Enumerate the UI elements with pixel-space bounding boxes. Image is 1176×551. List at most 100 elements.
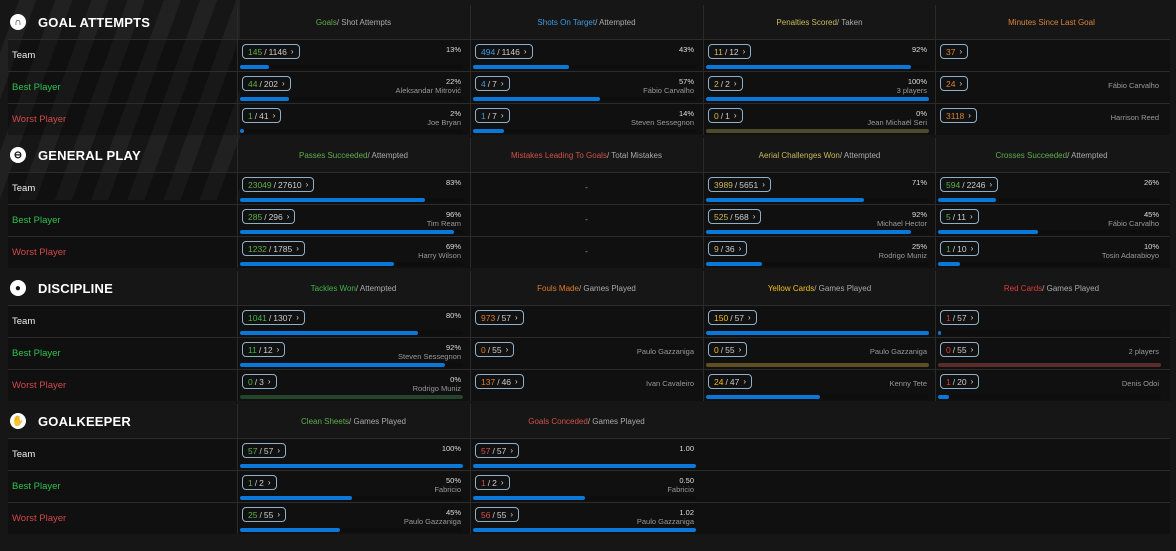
player-name[interactable]: Harrison Reed xyxy=(1110,113,1159,122)
chevron-right-icon: › xyxy=(500,478,504,487)
stat-value-button[interactable]: 1 / 2 › xyxy=(475,475,510,490)
stat-value-button[interactable]: 57 / 57 › xyxy=(475,443,519,458)
stat-value-button[interactable]: 0 / 55 › xyxy=(475,342,515,357)
player-name[interactable]: Ivan Cavaleiro xyxy=(646,379,694,388)
player-name[interactable]: Fabricio xyxy=(667,485,694,494)
stat-value-button[interactable]: 11 / 12 › xyxy=(242,342,286,357)
slash: / xyxy=(952,376,956,387)
stat-percentage: 0.50 xyxy=(679,476,694,485)
stat-value-button[interactable]: 525 / 568 › xyxy=(708,209,762,224)
stat-value-button[interactable]: 0 / 1 › xyxy=(708,108,743,123)
slash: / xyxy=(720,243,724,254)
stat-cell: 594 / 2246 › 26% xyxy=(935,173,1167,204)
stat-denominator: 7 xyxy=(492,110,497,121)
player-name[interactable]: Harry Wilson xyxy=(418,251,461,260)
player-name[interactable]: Fábio Carvalho xyxy=(643,86,694,95)
player-name[interactable]: Fábio Carvalho xyxy=(1108,81,1159,90)
stat-value-button[interactable]: 37 › xyxy=(940,44,969,59)
column-denominator: / Games Played xyxy=(814,283,872,293)
stat-value-button[interactable]: 9 / 36 › xyxy=(708,241,748,256)
stat-value-button[interactable]: 145 / 1146 › xyxy=(242,44,300,59)
chevron-right-icon: › xyxy=(742,47,746,56)
stat-cell: 285 / 296 › 96% Tim Ream xyxy=(237,205,469,236)
player-name[interactable]: Paulo Gazzaniga xyxy=(636,347,694,356)
stat-cell: 1 / 41 › 2% Joe Bryan xyxy=(237,104,469,135)
progress-fill xyxy=(473,97,601,101)
stat-value-button[interactable]: 1 / 20 › xyxy=(940,374,980,389)
progress-track xyxy=(240,198,463,202)
stat-numerator: 3118 xyxy=(946,110,965,121)
player-name[interactable]: Fábio Carvalho xyxy=(1108,219,1159,228)
stat-value-button[interactable]: 494 / 1146 › xyxy=(475,44,533,59)
stat-cell: 0 / 55 › Paulo Gazzaniga xyxy=(703,338,935,369)
player-name[interactable]: 3 players xyxy=(896,86,927,95)
player-name[interactable]: Rodrigo Muniz xyxy=(878,251,927,260)
player-name[interactable]: Paulo Gazzaniga xyxy=(869,347,927,356)
stat-value-button[interactable]: 24 › xyxy=(940,76,969,91)
player-name[interactable]: Joe Bryan xyxy=(427,118,461,127)
stat-value-button[interactable]: 150 / 57 › xyxy=(708,310,757,325)
stat-value-button[interactable]: 0 / 3 › xyxy=(242,374,277,389)
player-name[interactable]: Paulo Gazzaniga xyxy=(403,517,461,526)
stat-value-button[interactable]: 594 / 2246 › xyxy=(940,177,999,192)
stat-value-button[interactable]: 2 / 2 › xyxy=(708,76,743,91)
stat-value-button[interactable]: 3989 / 5651 › xyxy=(708,177,771,192)
progress-fill xyxy=(706,395,820,399)
progress-track xyxy=(240,65,463,69)
stat-value-button[interactable]: 3118 › xyxy=(940,108,977,123)
stat-cell: 137 / 46 › Ivan Cavaleiro xyxy=(470,370,702,401)
stat-value-button[interactable]: 44 / 202 › xyxy=(242,76,291,91)
player-name[interactable]: Denis Odoi xyxy=(1121,379,1159,388)
stat-value-button[interactable]: 24 / 47 › xyxy=(708,374,752,389)
player-name[interactable]: Tosin Adarabioyo xyxy=(1101,251,1159,260)
stat-value-button[interactable]: 25 / 55 › xyxy=(242,507,286,522)
stat-denominator: 57 xyxy=(496,445,507,456)
stat-value-button[interactable]: 4 / 7 › xyxy=(475,76,510,91)
player-name[interactable]: Aleksandar Mitrović xyxy=(395,86,461,95)
stat-percentage: 26% xyxy=(1143,178,1159,187)
stat-value-button[interactable]: 1 / 57 › xyxy=(940,310,980,325)
column-header: Aerial Challenges Won / Attempted xyxy=(703,138,935,172)
player-name[interactable]: Kenny Tete xyxy=(889,379,927,388)
stats-row: Best Player 44 / 202 › 22% Aleksandar Mitrov… xyxy=(8,71,1170,103)
row-label: Team xyxy=(12,449,36,460)
stat-denominator: 1146 xyxy=(268,46,287,57)
player-name[interactable]: Michael Hector xyxy=(876,219,927,228)
stat-value-button[interactable]: 0 / 55 › xyxy=(708,342,748,357)
slash: / xyxy=(487,344,491,355)
player-name[interactable]: Paulo Gazzaniga xyxy=(636,517,694,526)
chevron-right-icon: › xyxy=(500,79,504,88)
column-header: Tackles Won / Attempted xyxy=(237,271,469,305)
stat-numerator: 1 xyxy=(481,110,486,121)
player-name[interactable]: Fabricio xyxy=(434,485,461,494)
stat-value-button[interactable]: 11 / 12 › xyxy=(708,44,752,59)
player-name[interactable]: Tim Ream xyxy=(426,219,461,228)
stat-percentage: 13% xyxy=(445,45,461,54)
stat-value-button[interactable]: 1232 / 1785 › xyxy=(242,241,305,256)
progress-track xyxy=(938,198,1161,202)
column-denominator: / Attempted xyxy=(839,150,881,160)
stat-value-button[interactable]: 285 / 296 › xyxy=(242,209,296,224)
player-name[interactable]: 2 players xyxy=(1128,347,1159,356)
stat-value-button[interactable]: 1 / 2 › xyxy=(242,475,277,490)
row-label: Best Player xyxy=(12,348,61,359)
stat-value-button[interactable]: 5 / 11 › xyxy=(940,209,979,224)
stat-value-button[interactable]: 0 / 55 › xyxy=(940,342,980,357)
stat-value-button[interactable]: 57 / 57 › xyxy=(242,443,286,458)
player-name[interactable]: Steven Sessegnon xyxy=(398,352,461,361)
player-name[interactable]: Steven Sessegnon xyxy=(631,118,694,127)
stat-value-button[interactable]: 56 / 55 › xyxy=(475,507,519,522)
stat-value-button[interactable]: 137 / 46 › xyxy=(475,374,524,389)
slash: / xyxy=(720,78,724,89)
stat-value-button[interactable]: 973 / 57 › xyxy=(475,310,524,325)
stat-value-button[interactable]: 1 / 41 › xyxy=(242,108,282,123)
stat-value-button[interactable]: 1 / 7 › xyxy=(475,108,510,123)
stat-value-button[interactable]: 1041 / 1307 › xyxy=(242,310,305,325)
progress-track xyxy=(706,230,929,234)
stat-value-button[interactable]: 1 / 10 › xyxy=(940,241,980,256)
stat-value-button[interactable]: 23049 / 27610 › xyxy=(242,177,315,192)
player-name[interactable]: Rodrigo Muniz xyxy=(412,384,461,393)
stat-cell: - xyxy=(470,237,702,268)
player-name[interactable]: Jean Michaël Seri xyxy=(867,118,927,127)
stat-denominator: 41 xyxy=(259,110,269,121)
